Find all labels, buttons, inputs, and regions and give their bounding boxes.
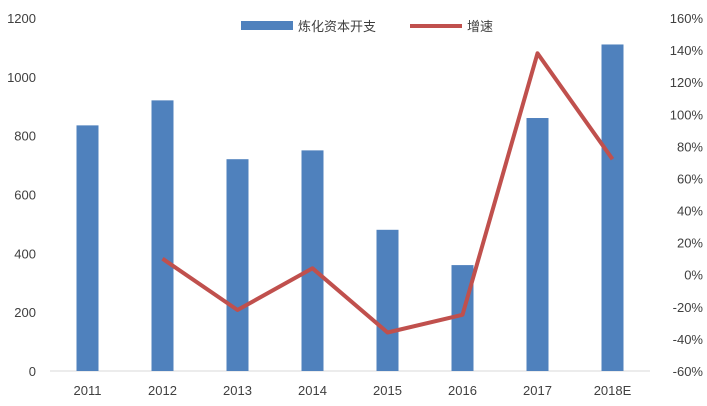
x-tick-label: 2014 bbox=[298, 383, 327, 398]
right-tick-label: 0% bbox=[684, 268, 703, 283]
left-tick-label: 800 bbox=[14, 129, 36, 144]
bar-2018E bbox=[601, 44, 624, 371]
left-tick-label: 200 bbox=[14, 305, 36, 320]
left-tick-label: 400 bbox=[14, 246, 36, 261]
x-tick-label: 2016 bbox=[448, 383, 477, 398]
right-tick-label: -20% bbox=[673, 300, 704, 315]
right-tick-label: 140% bbox=[670, 43, 704, 58]
legend-line-label: 增速 bbox=[467, 19, 493, 34]
right-tick-label: -60% bbox=[673, 364, 704, 379]
x-tick-label: 2017 bbox=[523, 383, 552, 398]
x-tick-label: 2018E bbox=[594, 383, 632, 398]
x-tick-label: 2013 bbox=[223, 383, 252, 398]
legend-bar-swatch bbox=[241, 21, 293, 30]
bar-2012 bbox=[151, 100, 174, 371]
right-tick-label: 20% bbox=[677, 236, 703, 251]
x-tick-label: 2012 bbox=[148, 383, 177, 398]
bar-2017 bbox=[526, 118, 549, 372]
right-tick-label: 120% bbox=[670, 75, 704, 90]
left-tick-label: 0 bbox=[29, 364, 36, 379]
right-tick-label: 40% bbox=[677, 204, 703, 219]
right-tick-label: 60% bbox=[677, 171, 703, 186]
bar-2013 bbox=[226, 159, 249, 371]
right-tick-label: -40% bbox=[673, 332, 704, 347]
bar-2015 bbox=[376, 229, 399, 371]
left-tick-label: 600 bbox=[14, 188, 36, 203]
left-tick-label: 1000 bbox=[7, 70, 36, 85]
bar-2014 bbox=[301, 150, 324, 371]
x-tick-label: 2015 bbox=[373, 383, 402, 398]
left-tick-label: 1200 bbox=[7, 11, 36, 26]
right-tick-label: 160% bbox=[670, 11, 704, 26]
x-tick-label: 2011 bbox=[74, 383, 102, 398]
bar-2011 bbox=[76, 125, 99, 371]
right-tick-label: 100% bbox=[670, 107, 704, 122]
legend-bar-label: 炼化资本开支 bbox=[298, 19, 376, 34]
right-tick-label: 80% bbox=[677, 139, 703, 154]
